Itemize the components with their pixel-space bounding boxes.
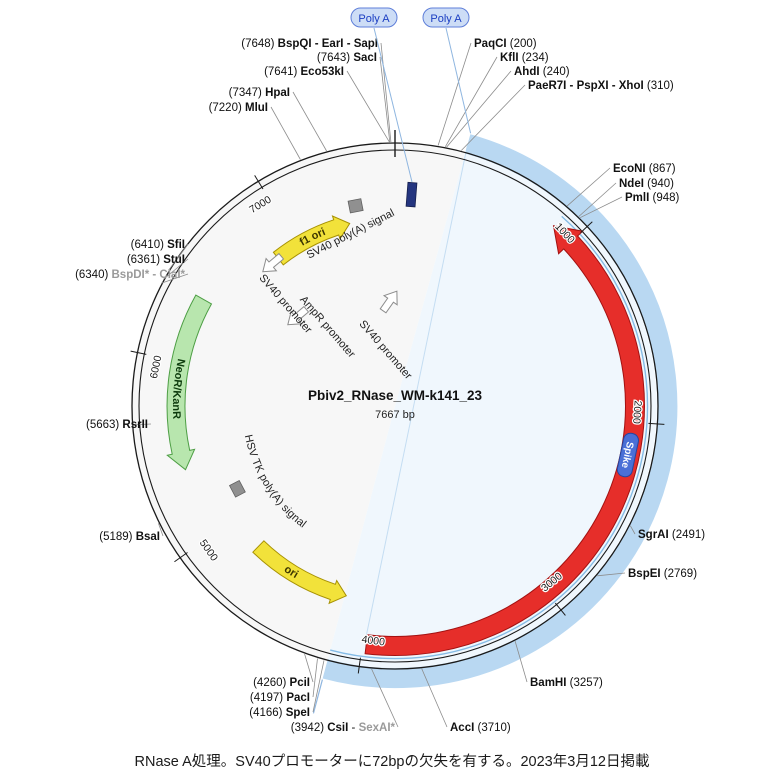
sv40-polya-box-rect: [347, 198, 364, 214]
ampr-promoter-arrow[interactable]: [283, 303, 312, 331]
leader-line: [380, 42, 392, 143]
enzyme-label[interactable]: (6361) StuI: [127, 254, 185, 266]
tick-mark: [130, 350, 147, 355]
enzyme-label[interactable]: PaqCI (200): [474, 38, 537, 50]
enzyme-label[interactable]: (7641) Eco53kI: [264, 66, 344, 78]
leader-line: [312, 660, 325, 713]
polya-badge-label: Poly A: [358, 13, 390, 25]
hsv-tk-polya-box-rect: [228, 479, 246, 498]
enzyme-label[interactable]: (4260) PciI: [253, 677, 310, 689]
tick-mark: [554, 602, 566, 616]
enzyme-label[interactable]: AccI (3710): [450, 722, 511, 734]
leader-line: [158, 523, 164, 537]
selection-chord: [365, 143, 469, 636]
tick-mark: [580, 221, 593, 233]
leader-line: [437, 42, 472, 146]
tick-mark: [254, 175, 264, 190]
leader-line: [379, 56, 391, 143]
leader-line: [371, 668, 399, 728]
enzyme-label[interactable]: (6340) BspDI* - ClaI*: [75, 269, 185, 281]
leader-line: [444, 56, 498, 147]
caption: RNase A処理。SV40プロモーターに72bpの欠失を有する。2023年3月…: [135, 753, 650, 770]
spike-badge-label: Spike: [619, 441, 635, 470]
transcript-line: [330, 215, 649, 660]
leader-line: [597, 572, 626, 577]
polya-site-box-rect: [405, 181, 418, 208]
leader-line: [163, 258, 189, 280]
leader-line: [292, 91, 327, 152]
sv40-promoter-arrow-2[interactable]: [377, 287, 404, 316]
f1-ori-arrow[interactable]: [272, 215, 351, 266]
enzyme-label[interactable]: (4166) SpeI: [249, 707, 310, 719]
sv40-promoter-arrow-1[interactable]: [258, 250, 287, 278]
tick-label: 2000: [630, 400, 644, 424]
enzyme-label[interactable]: EcoNI (867): [613, 163, 676, 175]
leader-line: [461, 84, 526, 151]
polya-badge[interactable]: [350, 7, 398, 28]
enzyme-label[interactable]: BamHI (3257): [530, 677, 603, 689]
leader-line: [566, 167, 611, 207]
plasmid-title: Pbiv2_RNase_WM-k141_23: [308, 388, 483, 403]
polya-badge-label: Poly A: [430, 13, 462, 25]
enzyme-label[interactable]: (7648) BspQI - EarI - SapI: [241, 38, 378, 50]
tick-mark: [357, 657, 361, 674]
enzyme-label[interactable]: PaeR7I - PspXI - XhoI (310): [528, 80, 674, 92]
leader-line: [168, 243, 189, 271]
band-end-leader: [312, 679, 323, 714]
enzyme-label[interactable]: (5189) BsaI: [99, 531, 160, 543]
leader-line: [161, 273, 189, 284]
enzyme-label[interactable]: NdeI (940): [619, 178, 674, 190]
spike-badge-rect: [616, 432, 639, 478]
enzyme-label[interactable]: PmlI (948): [625, 192, 680, 204]
leader-line: [131, 423, 152, 426]
leader-line: [421, 668, 448, 728]
tick-mark: [174, 552, 188, 563]
plasmid-length: 7667 bp: [375, 409, 415, 421]
spike-badge[interactable]: Spike: [616, 432, 640, 478]
polya-site-box[interactable]: [405, 181, 418, 208]
sv40-polya-box[interactable]: [347, 198, 364, 214]
ori-arrow[interactable]: [252, 540, 348, 605]
leader-line: [346, 70, 390, 143]
badge-leader: [445, 27, 472, 134]
enzyme-label[interactable]: (6410) SfiI: [131, 239, 185, 251]
selected-region-sector: [327, 152, 657, 669]
insert-arrow[interactable]: [364, 225, 645, 656]
leader-line: [629, 525, 636, 535]
backbone-sector: [130, 142, 466, 661]
enzyme-label[interactable]: (7643) SacI: [317, 52, 377, 64]
enzyme-label[interactable]: SgrAI (2491): [638, 529, 705, 541]
tick-label: 4000: [361, 633, 386, 648]
tick-mark: [648, 422, 665, 425]
leader-line: [514, 640, 528, 683]
neor-kanr-arrow[interactable]: [166, 294, 213, 471]
polya-badge[interactable]: [422, 7, 470, 28]
leader-line: [579, 196, 623, 219]
hsv-tk-polya-box[interactable]: [228, 479, 246, 498]
enzyme-label[interactable]: BspEI (2769): [628, 568, 697, 580]
leader-line: [578, 182, 617, 217]
enzyme-label[interactable]: AhdI (240): [514, 66, 570, 78]
leader-line: [312, 658, 318, 698]
enzyme-label[interactable]: (7347) HpaI: [229, 87, 290, 99]
highlight-band: [322, 134, 678, 689]
enzyme-label[interactable]: KflI (234): [500, 52, 549, 64]
enzyme-label[interactable]: (4197) PacI: [250, 692, 310, 704]
leader-line: [270, 106, 301, 160]
leader-line: [304, 653, 314, 683]
leader-line: [446, 70, 512, 148]
enzyme-label[interactable]: (7220) MluI: [209, 102, 268, 114]
badge-leader: [373, 27, 413, 183]
enzyme-label[interactable]: (3942) CsiI - SexAI*: [291, 722, 396, 734]
enzyme-label[interactable]: (5663) RsrII: [86, 419, 148, 431]
